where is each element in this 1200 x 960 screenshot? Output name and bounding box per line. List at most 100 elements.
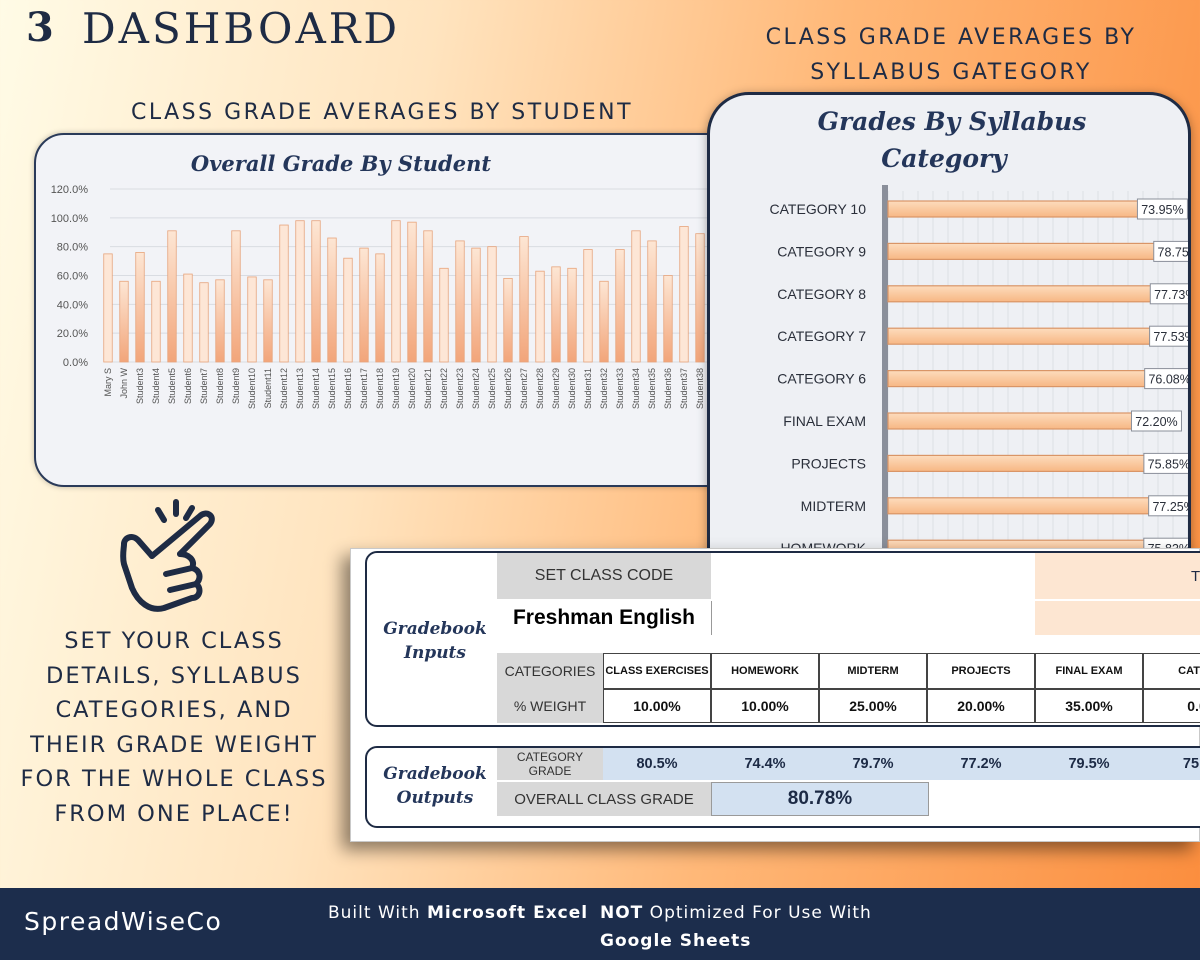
category-grade-label: CATEGORY GRADE <box>497 748 603 780</box>
category-header-cell[interactable]: FINAL EXAM <box>1035 653 1143 689</box>
student-chart-y-tick: 120.0% <box>51 184 89 196</box>
footer-bar <box>0 888 1200 960</box>
student-bar <box>439 267 449 363</box>
student-bar <box>279 224 289 363</box>
category-chart-label: CATEGORY 6 <box>777 371 866 387</box>
category-chart-label: FINAL EXAM <box>783 413 866 429</box>
category-bar <box>887 200 1141 218</box>
category-weight-cell[interactable]: 20.00% <box>927 689 1035 723</box>
outputs-label: Gradebook Outputs <box>373 762 497 810</box>
inputs-label-line-1: Gradebook <box>383 619 487 639</box>
category-chart-label: CATEGORY 7 <box>777 328 866 344</box>
category-value-label: 75.85% <box>1148 457 1190 471</box>
category-value-label-box <box>1136 198 1188 220</box>
class-name-field[interactable]: Freshman English <box>512 606 696 629</box>
student-chart-y-tick: 60.0% <box>57 271 88 283</box>
category-chart-title-line-2: Category <box>881 144 1008 173</box>
category-header-cell[interactable]: CATEG <box>1143 653 1200 689</box>
student-chart-x-tick: Student5 <box>167 368 177 404</box>
student-chart-x-tick: Mary S <box>103 368 113 397</box>
category-weight-cell[interactable]: 10.00% <box>711 689 819 723</box>
student-bar <box>231 230 241 363</box>
student-chart-x-tick: Student20 <box>407 368 417 409</box>
student-bar <box>551 266 561 363</box>
category-grade-label-line-1: CATEGORY <box>516 750 584 764</box>
student-bar <box>183 273 193 363</box>
student-chart-x-tick: Student7 <box>199 368 209 404</box>
category-header-cell[interactable]: HOMEWORK <box>711 653 819 689</box>
partial-header-text: TU <box>1191 567 1200 585</box>
overall-class-grade-label: OVERALL CLASS GRADE <box>497 782 711 816</box>
student-chart-x-tick: Student13 <box>295 368 305 409</box>
student-chart-x-tick: Student26 <box>503 368 513 409</box>
google-sheets-word: Google Sheets <box>600 931 752 951</box>
category-value-label-box <box>1149 283 1188 305</box>
student-bar <box>535 270 545 363</box>
category-weight-cell[interactable]: 0.0 <box>1143 689 1200 723</box>
not-optimized-middle: Optimized For Use With <box>643 903 872 923</box>
by-category-heading: CLASS GRADE AVERAGES BY SYLLABUS GATEGOR… <box>765 25 1137 85</box>
student-bar <box>679 226 689 363</box>
student-bar <box>151 280 161 363</box>
student-chart-x-tick: Student31 <box>583 368 593 409</box>
student-chart-x-tick: Student6 <box>183 368 193 404</box>
category-bar <box>887 370 1148 388</box>
student-chart-y-tick: 80.0% <box>57 242 88 254</box>
category-value-label: 76.08% <box>1148 373 1190 387</box>
category-weight-cell[interactable]: 25.00% <box>819 689 927 723</box>
student-bar <box>215 279 225 363</box>
gradebook-sheet: Gradebook Inputs SET CLASS CODE Freshman… <box>350 548 1200 842</box>
student-bar <box>487 246 497 363</box>
student-chart-x-tick: Student11 <box>263 368 273 408</box>
student-chart-x-tick: Student3 <box>135 368 145 404</box>
category-header-cell[interactable]: PROJECTS <box>927 653 1035 689</box>
category-bar <box>887 242 1157 260</box>
category-grade-cell: 80.5% <box>603 748 711 780</box>
category-weight-cell[interactable]: 35.00% <box>1035 689 1143 723</box>
student-chart-y-tick: 100.0% <box>51 213 89 225</box>
student-chart-x-tick: Student15 <box>327 368 337 409</box>
student-bar <box>567 267 577 363</box>
category-bar <box>887 285 1153 303</box>
section-number: 3 <box>26 4 54 51</box>
student-bar <box>103 253 113 363</box>
student-chart-x-tick: Student19 <box>391 368 401 409</box>
category-weight-cell[interactable]: 10.00% <box>603 689 711 723</box>
category-grade-cell: 79.7% <box>819 748 927 780</box>
student-grade-chart-card: 0.0% 20.0% 40.0% 60.0% 80.0% 100.0% 120.0% Mar… <box>34 133 754 487</box>
student-bar <box>599 280 609 363</box>
student-bar <box>135 252 145 363</box>
student-bar <box>359 247 369 363</box>
category-chart-label: PROJECTS <box>791 455 866 471</box>
student-chart-x-tick: Student8 <box>215 368 225 404</box>
student-chart-x-tick: Student14 <box>311 368 321 409</box>
student-bar <box>391 220 401 363</box>
partial-header-2: s <box>1195 575 1200 595</box>
student-chart-x-tick: Student4 <box>151 368 161 404</box>
pointing-hand-icon <box>120 499 215 612</box>
category-value-label-box <box>1130 410 1182 432</box>
student-bar <box>583 249 593 363</box>
student-bar <box>519 236 529 363</box>
category-chart-label: CATEGORY 9 <box>777 243 866 259</box>
student-bar <box>295 220 305 363</box>
category-grade-label-line-2: GRADE <box>528 764 572 778</box>
student-chart-x-tick: Student25 <box>487 368 497 409</box>
student-grade-chart: 0.0% 20.0% 40.0% 60.0% 80.0% 100.0% 120.0% Mar… <box>51 151 748 409</box>
category-header-cell[interactable]: CLASS EXERCISES <box>603 653 711 689</box>
category-header-cell[interactable]: MIDTERM <box>819 653 927 689</box>
category-grade-cell: 77.2% <box>927 748 1035 780</box>
student-chart-x-tick: Student37 <box>679 368 689 409</box>
student-bar <box>423 230 433 363</box>
category-value-label: 77.25% <box>1152 500 1191 514</box>
student-bar <box>615 249 625 363</box>
built-with-text: Built With Microsoft Excel <box>328 899 590 927</box>
category-bar <box>887 327 1153 345</box>
set-class-code-label: SET CLASS CODE <box>497 553 711 599</box>
instructions-text: SET YOUR CLASS DETAILS, SYLLABUS CATEGOR… <box>20 628 328 827</box>
blank-cell <box>711 601 941 635</box>
student-chart-x-tick: Student34 <box>631 368 641 409</box>
student-chart-x-tick: Student10 <box>247 368 257 409</box>
student-bar <box>455 240 465 363</box>
student-chart-y-tick: 40.0% <box>57 299 88 311</box>
